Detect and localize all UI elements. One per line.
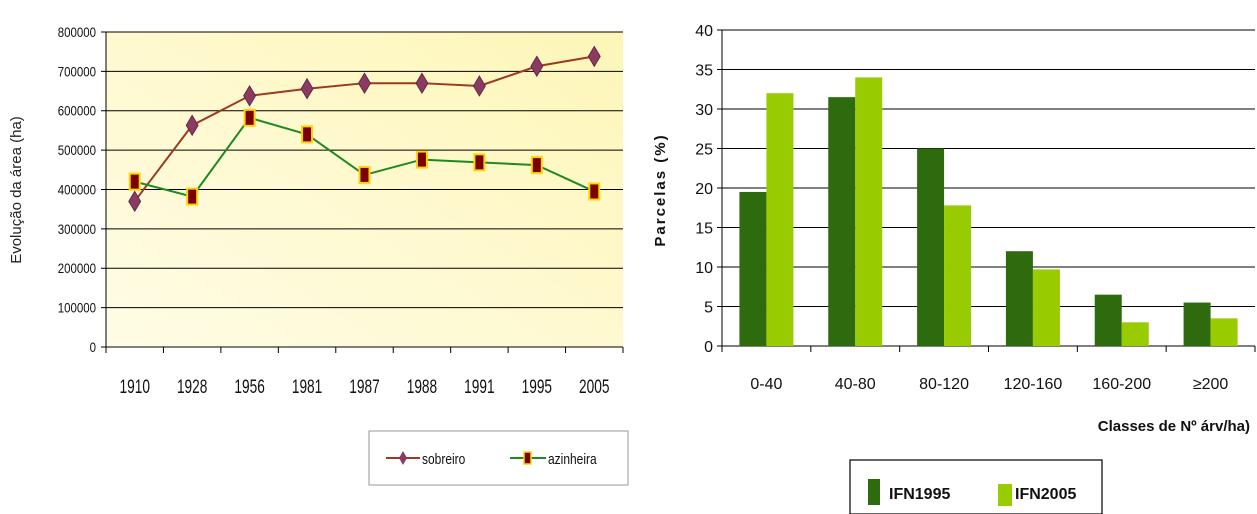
line-legend: sobreiro azinheira [368,430,629,486]
azinheira-point [415,150,428,169]
IFN2005-bar [1121,322,1149,346]
azinheira-point [243,108,256,127]
legend-azinheira-marker [523,451,532,465]
line-y-tick-label: 100000 [58,300,96,316]
line-y-ticks: 0 100000 200000 300000 400000 500000 600000 700… [58,24,106,355]
bar-y-tick-label: 30 [695,102,713,119]
bar-y-tick-label: 35 [695,63,713,80]
IFN2005-bar [855,77,883,347]
line-y-tick-label: 400000 [58,181,96,197]
azinheira-point [530,156,543,175]
bar-y-tick-label: 10 [695,260,713,277]
line-x-tick-label: 2005 [579,376,609,398]
azinheira-point [358,165,371,184]
line-x-tick-label: 1988 [407,376,437,398]
sobreiro-point [415,72,429,94]
bar-x-tick-label: 80-120 [919,376,969,393]
bar-series [739,77,1238,347]
sobreiro-point [358,72,371,94]
bar-y-tick-label: 0 [704,339,713,356]
bar-x-axis-title: Classes de Nº árv/ha) [1098,418,1250,435]
line-y-tick-label: 0 [90,339,96,355]
bar-y-tick-label: 25 [695,142,713,159]
sobreiro-point [587,45,601,68]
legend-ifn2005-swatch [998,484,1012,506]
IFN1995-bar [1183,302,1211,346]
bar-y-tick-label: 40 [695,23,713,40]
legend-ifn1995-label: IFN1995 [889,486,950,503]
line-chart: 0 100000 200000 300000 400000 500000 600000 700… [8,24,629,486]
IFN1995-bar [828,97,856,347]
bar-x-ticks: 0-40 40-80 80-120 120-160 160-200 ≥200 [721,346,1256,393]
legend-sobreiro-label: sobreiro [422,451,465,468]
line-x-tick-label: 1995 [522,376,552,398]
bar-x-tick-label: 120-160 [1004,376,1063,393]
bar-y-ticks: 0 5 10 15 20 25 30 35 40 [695,23,722,356]
legend-ifn2005-label: IFN2005 [1015,486,1076,503]
sobreiro-point [530,55,544,78]
line-y-axis-title: Evolução da área (ha) [8,116,25,264]
bar-y-tick-label: 20 [695,181,713,198]
bar-y-tick-label: 5 [704,300,713,317]
line-x-tick-label: 1991 [464,376,494,398]
line-y-tick-label: 700000 [58,63,96,79]
azinheira-point [128,172,141,191]
bar-gridlines [722,29,1255,307]
IFN2005-bar [944,205,972,346]
azinheira-point [301,125,314,144]
line-x-tick-label: 1928 [177,376,207,398]
IFN1995-bar [1094,294,1122,346]
bar-x-tick-label: 0-40 [750,376,782,393]
line-x-tick-label: 1981 [292,376,322,398]
azinheira-point [588,182,601,201]
line-y-tick-label: 800000 [58,24,96,40]
bar-chart: 0 5 10 15 20 25 30 35 40 0-40 40-80 80-120 120-160 1… [652,23,1256,514]
bar-y-tick-label: 15 [695,221,713,238]
legend-sobreiro-marker [399,451,407,465]
sobreiro-point [128,190,142,213]
line-series [128,45,601,213]
IFN2005-bar [766,93,794,346]
IFN1995-bar [917,148,945,346]
sobreiro-point [300,77,314,100]
line-x-tick-label: 1910 [120,376,150,398]
line-y-tick-label: 500000 [58,142,96,158]
IFN2005-bar [1210,318,1238,346]
line-x-ticks: 1910 1928 1956 1981 1987 1988 1991 1995 2005 [105,347,624,398]
sobreiro-point [185,114,199,137]
line-y-tick-label: 300000 [58,221,96,237]
IFN1995-bar [739,191,767,346]
IFN1995-bar [1005,251,1033,346]
sobreiro-point [472,75,486,97]
bar-x-tick-label: ≥200 [1193,376,1229,393]
bar-x-tick-label: 160-200 [1092,376,1151,393]
bar-x-tick-label: 40-80 [835,376,876,393]
bar-legend: IFN1995 IFN2005 [849,459,1103,514]
legend-azinheira-label: azinheira [548,451,597,468]
legend-ifn1995-swatch [868,479,880,505]
line-x-tick-label: 1987 [349,376,379,398]
line-x-tick-label: 1956 [234,376,264,398]
IFN2005-bar [1032,269,1060,346]
bar-legend-box [849,459,1103,514]
sobreiro-point [243,85,257,107]
azinheira-point [473,153,486,172]
azinheira-point [186,187,199,206]
line-y-tick-label: 200000 [58,260,96,276]
line-y-tick-label: 600000 [58,103,96,119]
bar-y-axis-title: Parcelas (%) [652,133,669,246]
